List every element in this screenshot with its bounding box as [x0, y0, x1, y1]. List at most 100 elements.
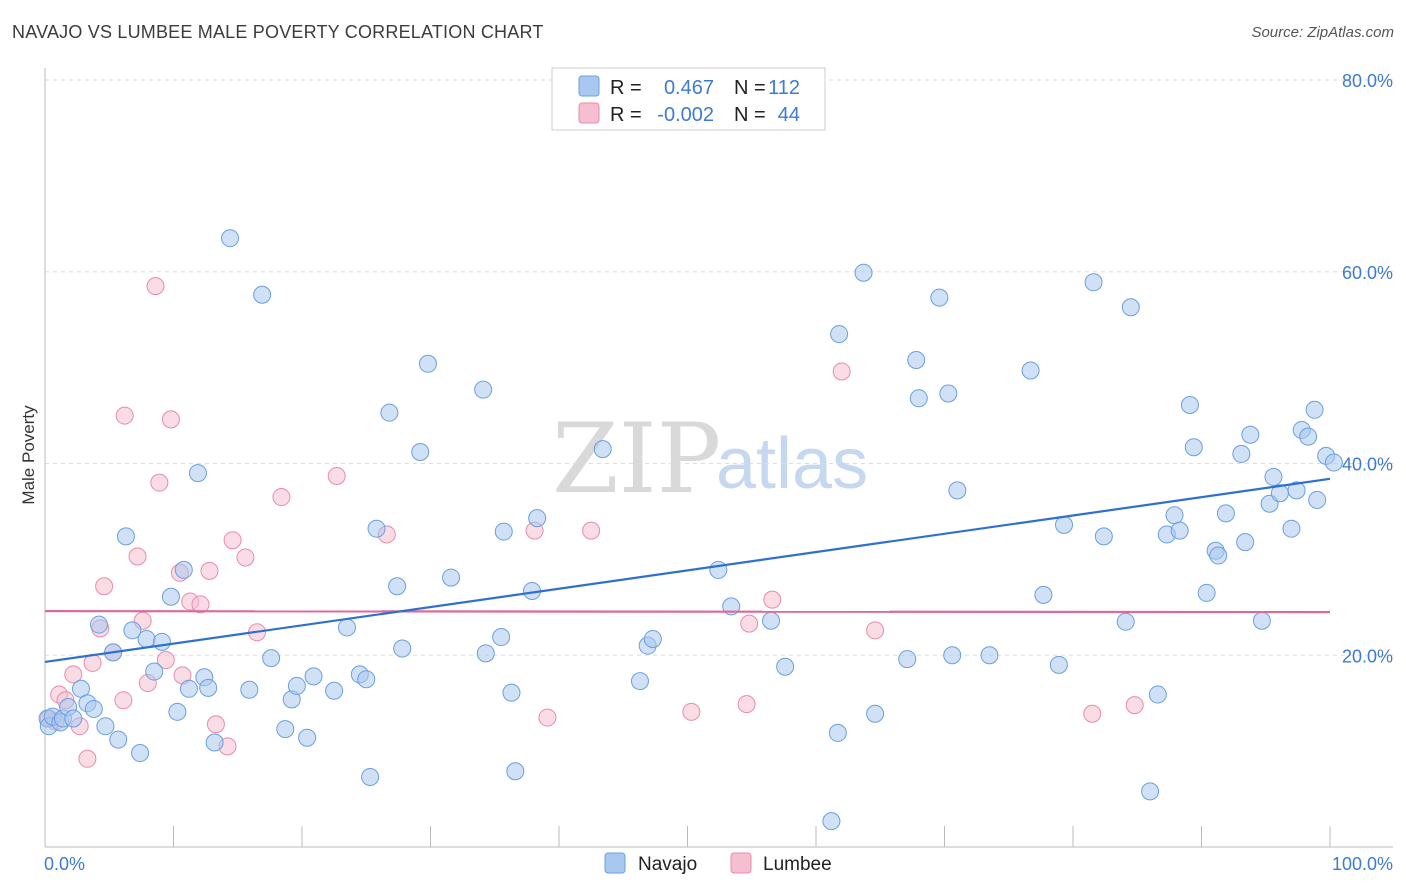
navajo-legend-label: Navajo [638, 854, 697, 875]
navajo-point [1148, 685, 1167, 704]
navajo-point [84, 699, 103, 718]
navajo-point [188, 464, 207, 483]
navajo-point [337, 618, 356, 637]
navajo-point [442, 568, 461, 587]
source-label: Source: ZipAtlas.com [1251, 24, 1394, 41]
navajo-point [502, 683, 521, 702]
navajo-point [828, 723, 847, 742]
navajo-point [1121, 298, 1140, 317]
lumbee-point [206, 715, 225, 734]
y-axis-title: Male Poverty [19, 405, 38, 505]
navajo-point [474, 380, 493, 399]
lumbee-point [740, 614, 759, 633]
lumbee-point [236, 548, 255, 567]
navajo-point [152, 632, 171, 651]
navajo-point [1049, 655, 1068, 674]
navajo-point [418, 354, 437, 373]
lumbee-point [146, 277, 165, 296]
navajo-point [1264, 467, 1283, 486]
lumbee-point [150, 473, 169, 492]
navajo-point [380, 403, 399, 422]
navajo-point [1299, 427, 1318, 446]
navajo-point [476, 644, 495, 663]
navajo-point [1209, 546, 1228, 565]
y-tick-label: 40.0% [1342, 455, 1393, 475]
navajo-point [199, 678, 218, 697]
navajo-point [287, 676, 306, 695]
navajo-point [593, 440, 612, 459]
navajo-point [89, 615, 108, 634]
navajo-point [1252, 611, 1271, 630]
series-legend: Navajo Lumbee [604, 852, 832, 875]
navajo-point [161, 587, 180, 606]
navajo-point [943, 646, 962, 665]
navajo-series [38, 229, 1343, 831]
navajo-point [1216, 504, 1235, 523]
lumbee-point [128, 547, 147, 566]
navajo-point [388, 577, 407, 596]
navajo-point [939, 384, 958, 403]
navajo-point [948, 481, 967, 500]
navajo-point [709, 560, 728, 579]
navajo-point [1305, 400, 1324, 419]
lumbee-point [115, 406, 134, 425]
navajo-point [361, 768, 380, 787]
navajo-point [1324, 453, 1343, 472]
navajo-point [898, 650, 917, 669]
navajo-point [253, 285, 272, 304]
navajo-point [174, 560, 193, 579]
lumbee-point [272, 488, 291, 507]
y-tick-label: 80.0% [1342, 71, 1393, 91]
navajo-point [262, 649, 281, 668]
lumbee-point [95, 577, 114, 596]
navajo-point [1116, 612, 1135, 631]
navajo-point [1184, 438, 1203, 457]
lumbee-point [327, 466, 346, 485]
navajo-point [393, 639, 412, 658]
navajo-point [276, 720, 295, 739]
navajo-point [123, 621, 142, 640]
lumbee-n-label: N = [734, 104, 766, 126]
lumbee-point [78, 749, 97, 768]
chart-title: NAVAJO VS LUMBEE MALE POVERTY CORRELATIO… [12, 22, 544, 42]
navajo-point [367, 519, 386, 538]
navajo-point [1084, 273, 1103, 292]
navajo-point [1170, 521, 1189, 540]
lumbee-point [191, 595, 210, 614]
navajo-point [1236, 533, 1255, 552]
lumbee-point [114, 691, 133, 710]
lumbee-point [1083, 704, 1102, 723]
lumbee-point [737, 695, 756, 714]
lumbee-n-value: 44 [778, 104, 800, 126]
navajo-point [643, 629, 662, 648]
navajo-point [304, 667, 323, 686]
lumbee-trend-line [44, 610, 1331, 614]
tick-labels: 20.0% 40.0% 60.0% 80.0% 0.0% 100.0% [44, 71, 1393, 874]
navajo-point [131, 744, 150, 763]
navajo-point [506, 762, 525, 781]
lumbee-point [538, 708, 557, 727]
navajo-point [1034, 585, 1053, 604]
navajo-point [109, 730, 128, 749]
navajo-point [822, 812, 841, 831]
navajo-point [221, 229, 240, 248]
navajo-point [1308, 490, 1327, 509]
navajo-point [866, 704, 885, 723]
navajo-point [907, 350, 926, 369]
navajo-swatch [578, 75, 600, 97]
navajo-point [494, 522, 513, 541]
navajo-point [930, 288, 949, 307]
navajo-point [980, 646, 999, 665]
lumbee-point [161, 410, 180, 429]
navajo-point [179, 679, 198, 698]
navajo-point [492, 628, 511, 647]
navajo-point [205, 733, 224, 752]
lumbee-point [866, 621, 885, 640]
lumbee-r-value: -0.002 [657, 104, 714, 126]
navajo-n-value: 112 [768, 77, 800, 99]
navajo-point [357, 670, 376, 689]
navajo-point [240, 680, 259, 699]
navajo-point [96, 717, 115, 736]
lumbee-legend-label: Lumbee [763, 854, 832, 875]
navajo-point [1232, 444, 1251, 463]
